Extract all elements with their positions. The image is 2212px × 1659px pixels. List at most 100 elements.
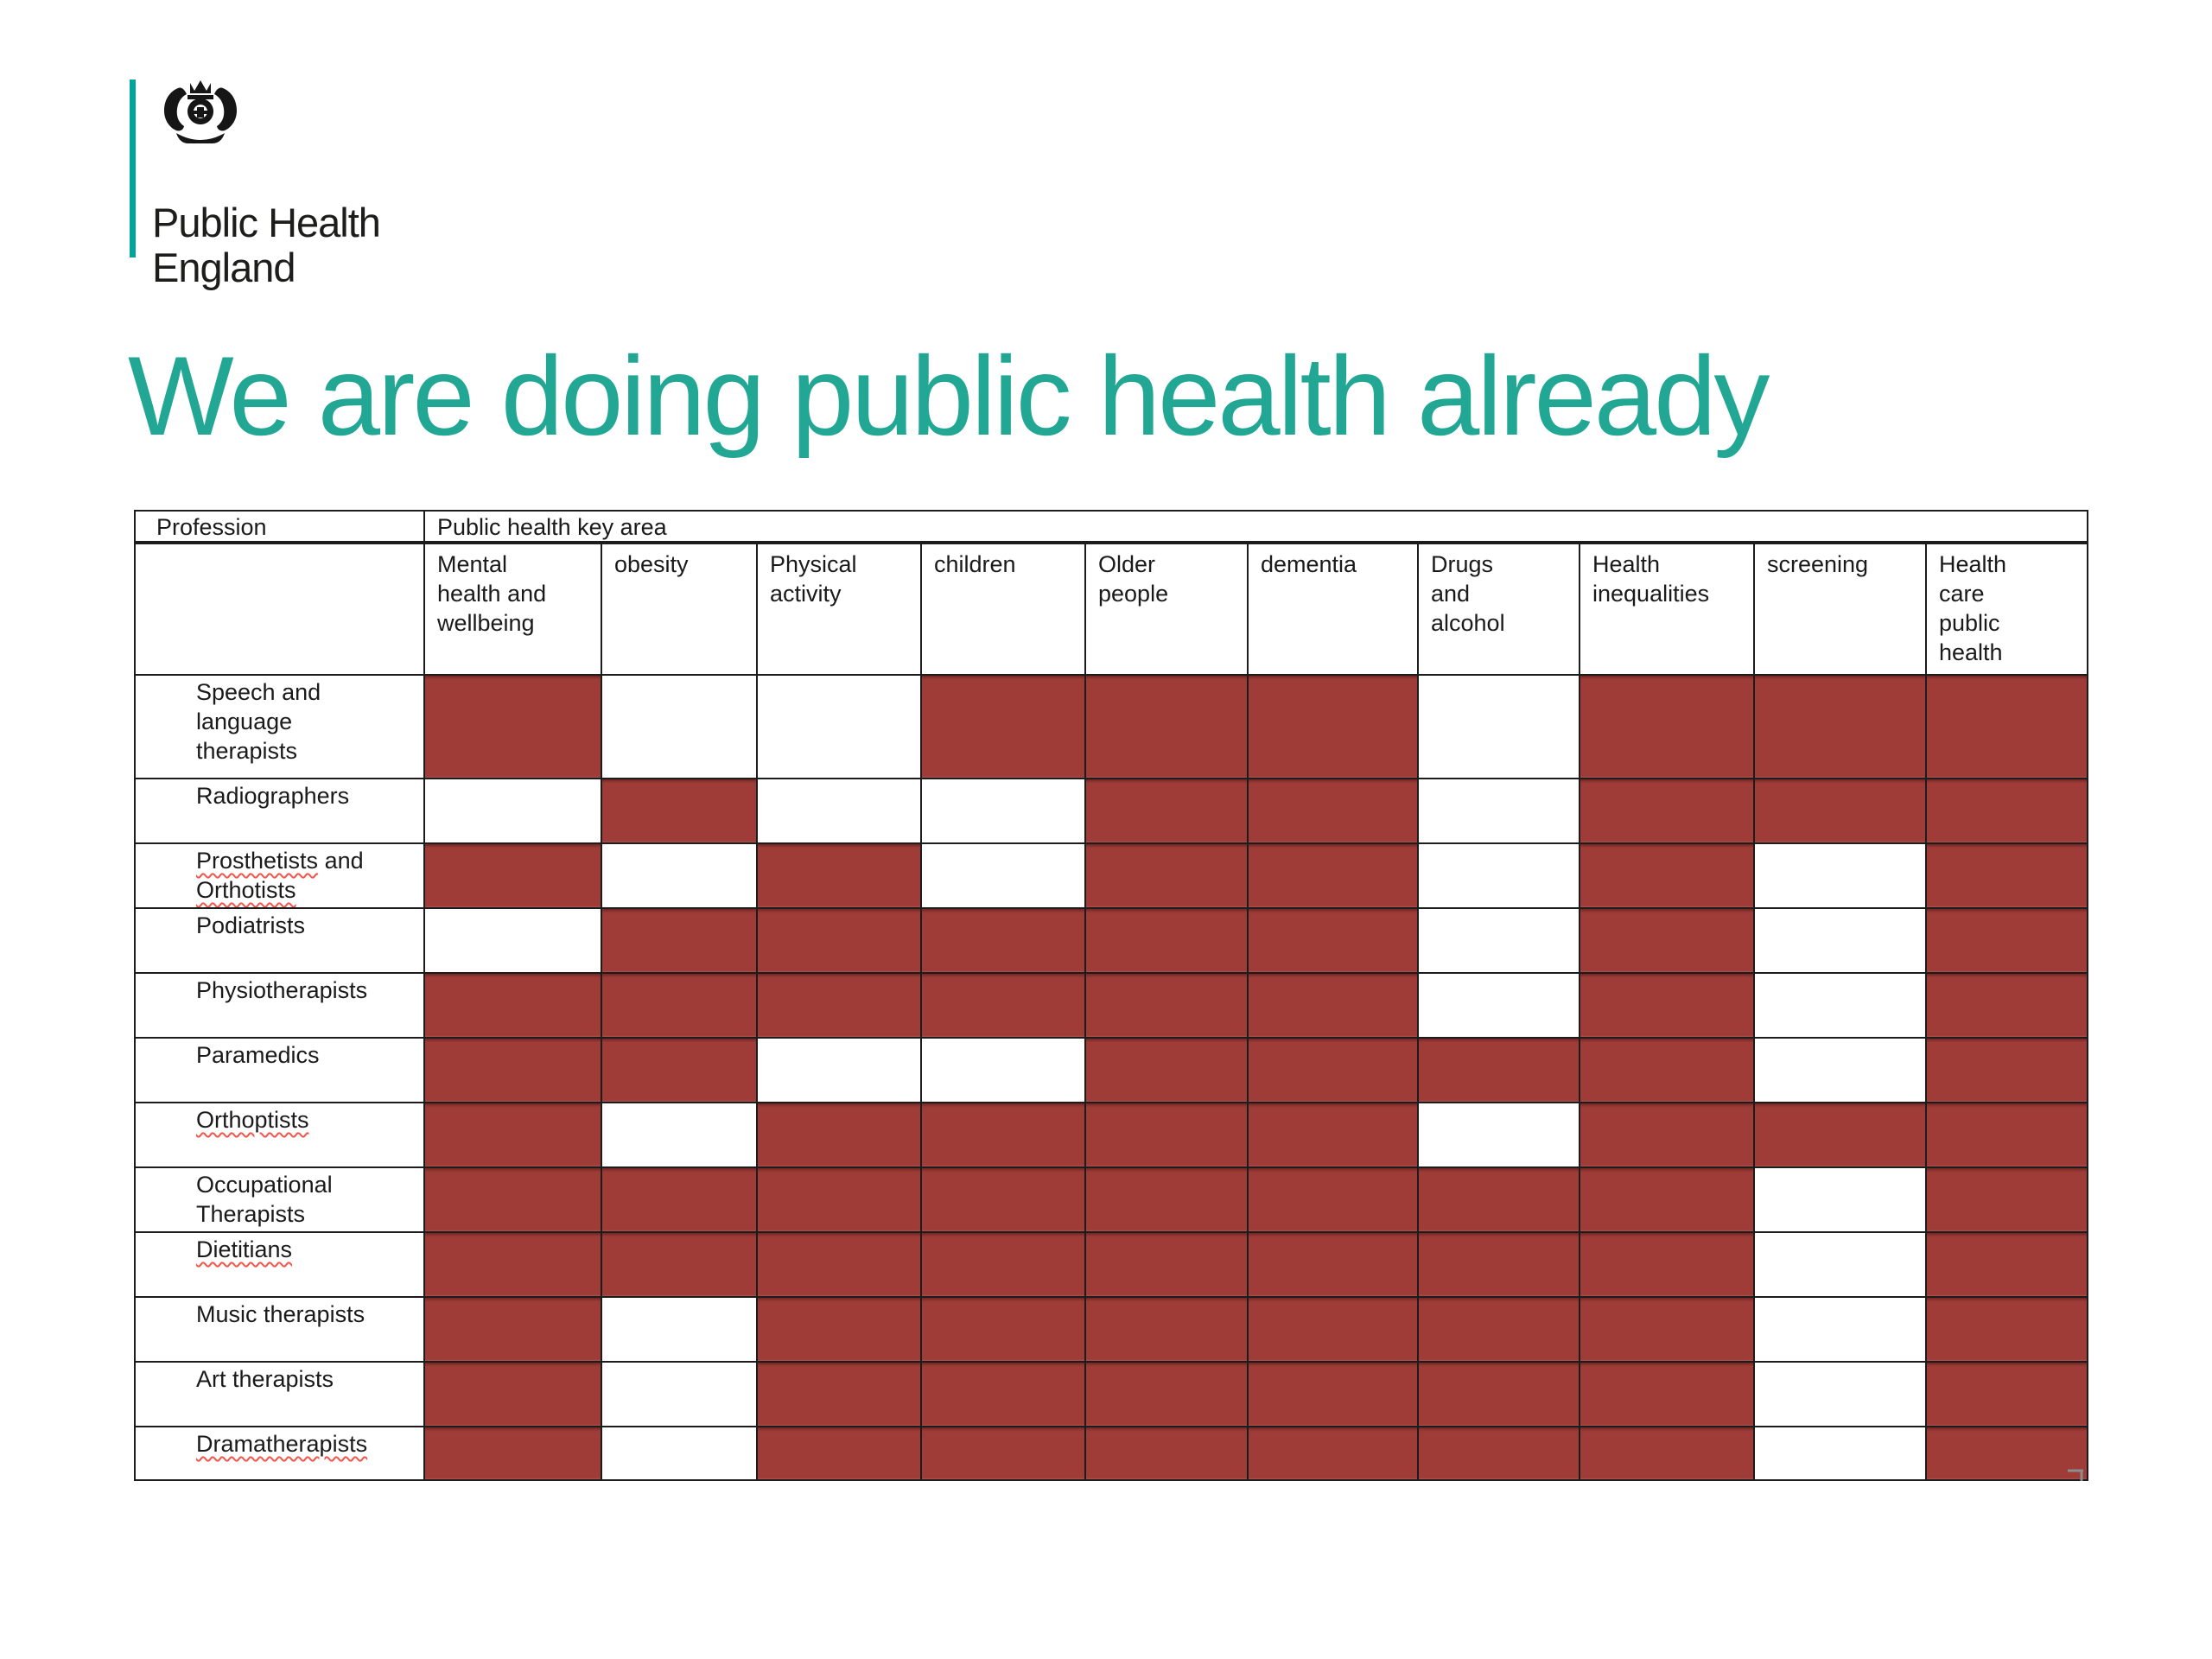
profession-label: Dietitians bbox=[136, 1233, 425, 1298]
matrix-cell-empty bbox=[1419, 844, 1580, 909]
matrix-cell-filled bbox=[758, 1298, 922, 1363]
matrix-cell-empty bbox=[1755, 909, 1927, 974]
matrix-cell-filled bbox=[1927, 676, 2088, 779]
matrix-cell-filled bbox=[1086, 779, 1249, 844]
matrix-cell-filled bbox=[1086, 909, 1249, 974]
matrix-cell-filled bbox=[1927, 974, 2088, 1039]
matrix-cell-filled bbox=[425, 676, 602, 779]
profession-label: Radiographers bbox=[136, 779, 425, 844]
matrix-cell-empty bbox=[1755, 1168, 1927, 1233]
matrix-cell-empty bbox=[602, 1427, 758, 1481]
matrix-cell-filled bbox=[1580, 1039, 1755, 1103]
column-header: Health care public health bbox=[1927, 544, 2088, 676]
matrix-cell-empty bbox=[1419, 974, 1580, 1039]
matrix-cell-filled bbox=[922, 909, 1086, 974]
profession-label: Paramedics bbox=[136, 1039, 425, 1103]
column-header: Health inequalities bbox=[1580, 544, 1755, 676]
matrix-cell-filled bbox=[1419, 1363, 1580, 1427]
profession-label: Occupational Therapists bbox=[136, 1168, 425, 1233]
matrix-cell-empty bbox=[922, 844, 1086, 909]
column-header: Drugs and alcohol bbox=[1419, 544, 1580, 676]
matrix-cell-empty bbox=[1755, 1039, 1927, 1103]
slide-title: We are doing public health already bbox=[128, 333, 1770, 459]
matrix-cell-filled bbox=[425, 1233, 602, 1298]
matrix-cell-filled bbox=[425, 1039, 602, 1103]
matrix-cell-filled bbox=[1927, 1363, 2088, 1427]
matrix-cell-filled bbox=[1927, 909, 2088, 974]
profession-header: Profession bbox=[136, 512, 425, 544]
matrix-cell-empty bbox=[1755, 1427, 1927, 1481]
matrix-cell-empty bbox=[602, 1103, 758, 1168]
matrix-cell-filled bbox=[1086, 1298, 1249, 1363]
matrix-cell-filled bbox=[425, 1363, 602, 1427]
matrix-cell-filled bbox=[1419, 1233, 1580, 1298]
matrix-cell-filled bbox=[1086, 1103, 1249, 1168]
matrix-cell-filled bbox=[1580, 779, 1755, 844]
matrix-cell-filled bbox=[425, 844, 602, 909]
matrix-cell-empty bbox=[425, 909, 602, 974]
profession-label: Podiatrists bbox=[136, 909, 425, 974]
matrix-cell-filled bbox=[1086, 1168, 1249, 1233]
profession-text: Occupational Therapists bbox=[196, 1172, 333, 1228]
matrix-cell-filled bbox=[922, 1168, 1086, 1233]
matrix-cell-empty bbox=[758, 676, 922, 779]
matrix-cell-filled bbox=[602, 974, 758, 1039]
matrix-cell-filled bbox=[922, 974, 1086, 1039]
matrix-cell-filled bbox=[1249, 1363, 1419, 1427]
matrix-cell-filled bbox=[1086, 974, 1249, 1039]
matrix-cell-filled bbox=[1927, 1233, 2088, 1298]
matrix-cell-filled bbox=[1249, 1168, 1419, 1233]
matrix-cell-empty bbox=[1419, 676, 1580, 779]
logo-accent-bar bbox=[130, 79, 136, 257]
matrix-cell-filled bbox=[1755, 676, 1927, 779]
profession-text: Speech and language therapists bbox=[196, 679, 321, 765]
matrix-cell-filled bbox=[602, 1233, 758, 1298]
matrix-cell-filled bbox=[602, 1168, 758, 1233]
profession-label: Dramatherapists bbox=[136, 1427, 425, 1481]
profession-label: Music therapists bbox=[136, 1298, 425, 1363]
column-header: Older people bbox=[1086, 544, 1249, 676]
profession-label: Physiotherapists bbox=[136, 974, 425, 1039]
matrix-cell-filled bbox=[922, 1298, 1086, 1363]
matrix-cell-filled bbox=[1249, 1039, 1419, 1103]
profession-label: Prosthetists and Orthotists bbox=[136, 844, 425, 909]
logo-line1: Public Health bbox=[152, 200, 381, 245]
matrix-cell-filled bbox=[1249, 1298, 1419, 1363]
matrix-cell-filled bbox=[758, 909, 922, 974]
matrix-cell-filled bbox=[922, 676, 1086, 779]
matrix-cell-filled bbox=[1755, 1103, 1927, 1168]
matrix-cell-empty bbox=[1755, 974, 1927, 1039]
matrix-cell-filled bbox=[922, 1233, 1086, 1298]
profession-text: and bbox=[318, 848, 364, 874]
profession-text: Art therapists bbox=[196, 1366, 334, 1392]
matrix-cell-filled bbox=[1927, 844, 2088, 909]
matrix-cell-filled bbox=[1419, 1168, 1580, 1233]
matrix-cell-filled bbox=[602, 1039, 758, 1103]
column-header: Physical activity bbox=[758, 544, 922, 676]
matrix-cell-filled bbox=[1580, 974, 1755, 1039]
matrix-cell-filled bbox=[425, 974, 602, 1039]
column-header: screening bbox=[1755, 544, 1927, 676]
matrix-cell-empty bbox=[1419, 779, 1580, 844]
matrix-cell-empty bbox=[1755, 1233, 1927, 1298]
profession-label: Speech and language therapists bbox=[136, 676, 425, 779]
matrix-cell-filled bbox=[1927, 1103, 2088, 1168]
matrix-cell-filled bbox=[1580, 1103, 1755, 1168]
matrix-cell-filled bbox=[1249, 844, 1419, 909]
matrix-cell-filled bbox=[758, 844, 922, 909]
matrix-cell-filled bbox=[1086, 1363, 1249, 1427]
logo-text: Public Health England bbox=[152, 200, 381, 290]
matrix-cell-filled bbox=[1249, 1103, 1419, 1168]
profession-text: Orthotists bbox=[196, 877, 296, 904]
profession-text: Dramatherapists bbox=[196, 1431, 368, 1457]
matrix-cell-filled bbox=[1580, 1363, 1755, 1427]
matrix-cell-filled bbox=[1419, 1427, 1580, 1481]
column-header: dementia bbox=[1249, 544, 1419, 676]
matrix-cell-filled bbox=[922, 1103, 1086, 1168]
group-header: Public health key area bbox=[425, 512, 2088, 544]
matrix-cell-filled bbox=[1927, 1168, 2088, 1233]
matrix-cell-filled bbox=[602, 779, 758, 844]
matrix-cell-filled bbox=[1086, 676, 1249, 779]
logo-line2: England bbox=[152, 245, 296, 290]
